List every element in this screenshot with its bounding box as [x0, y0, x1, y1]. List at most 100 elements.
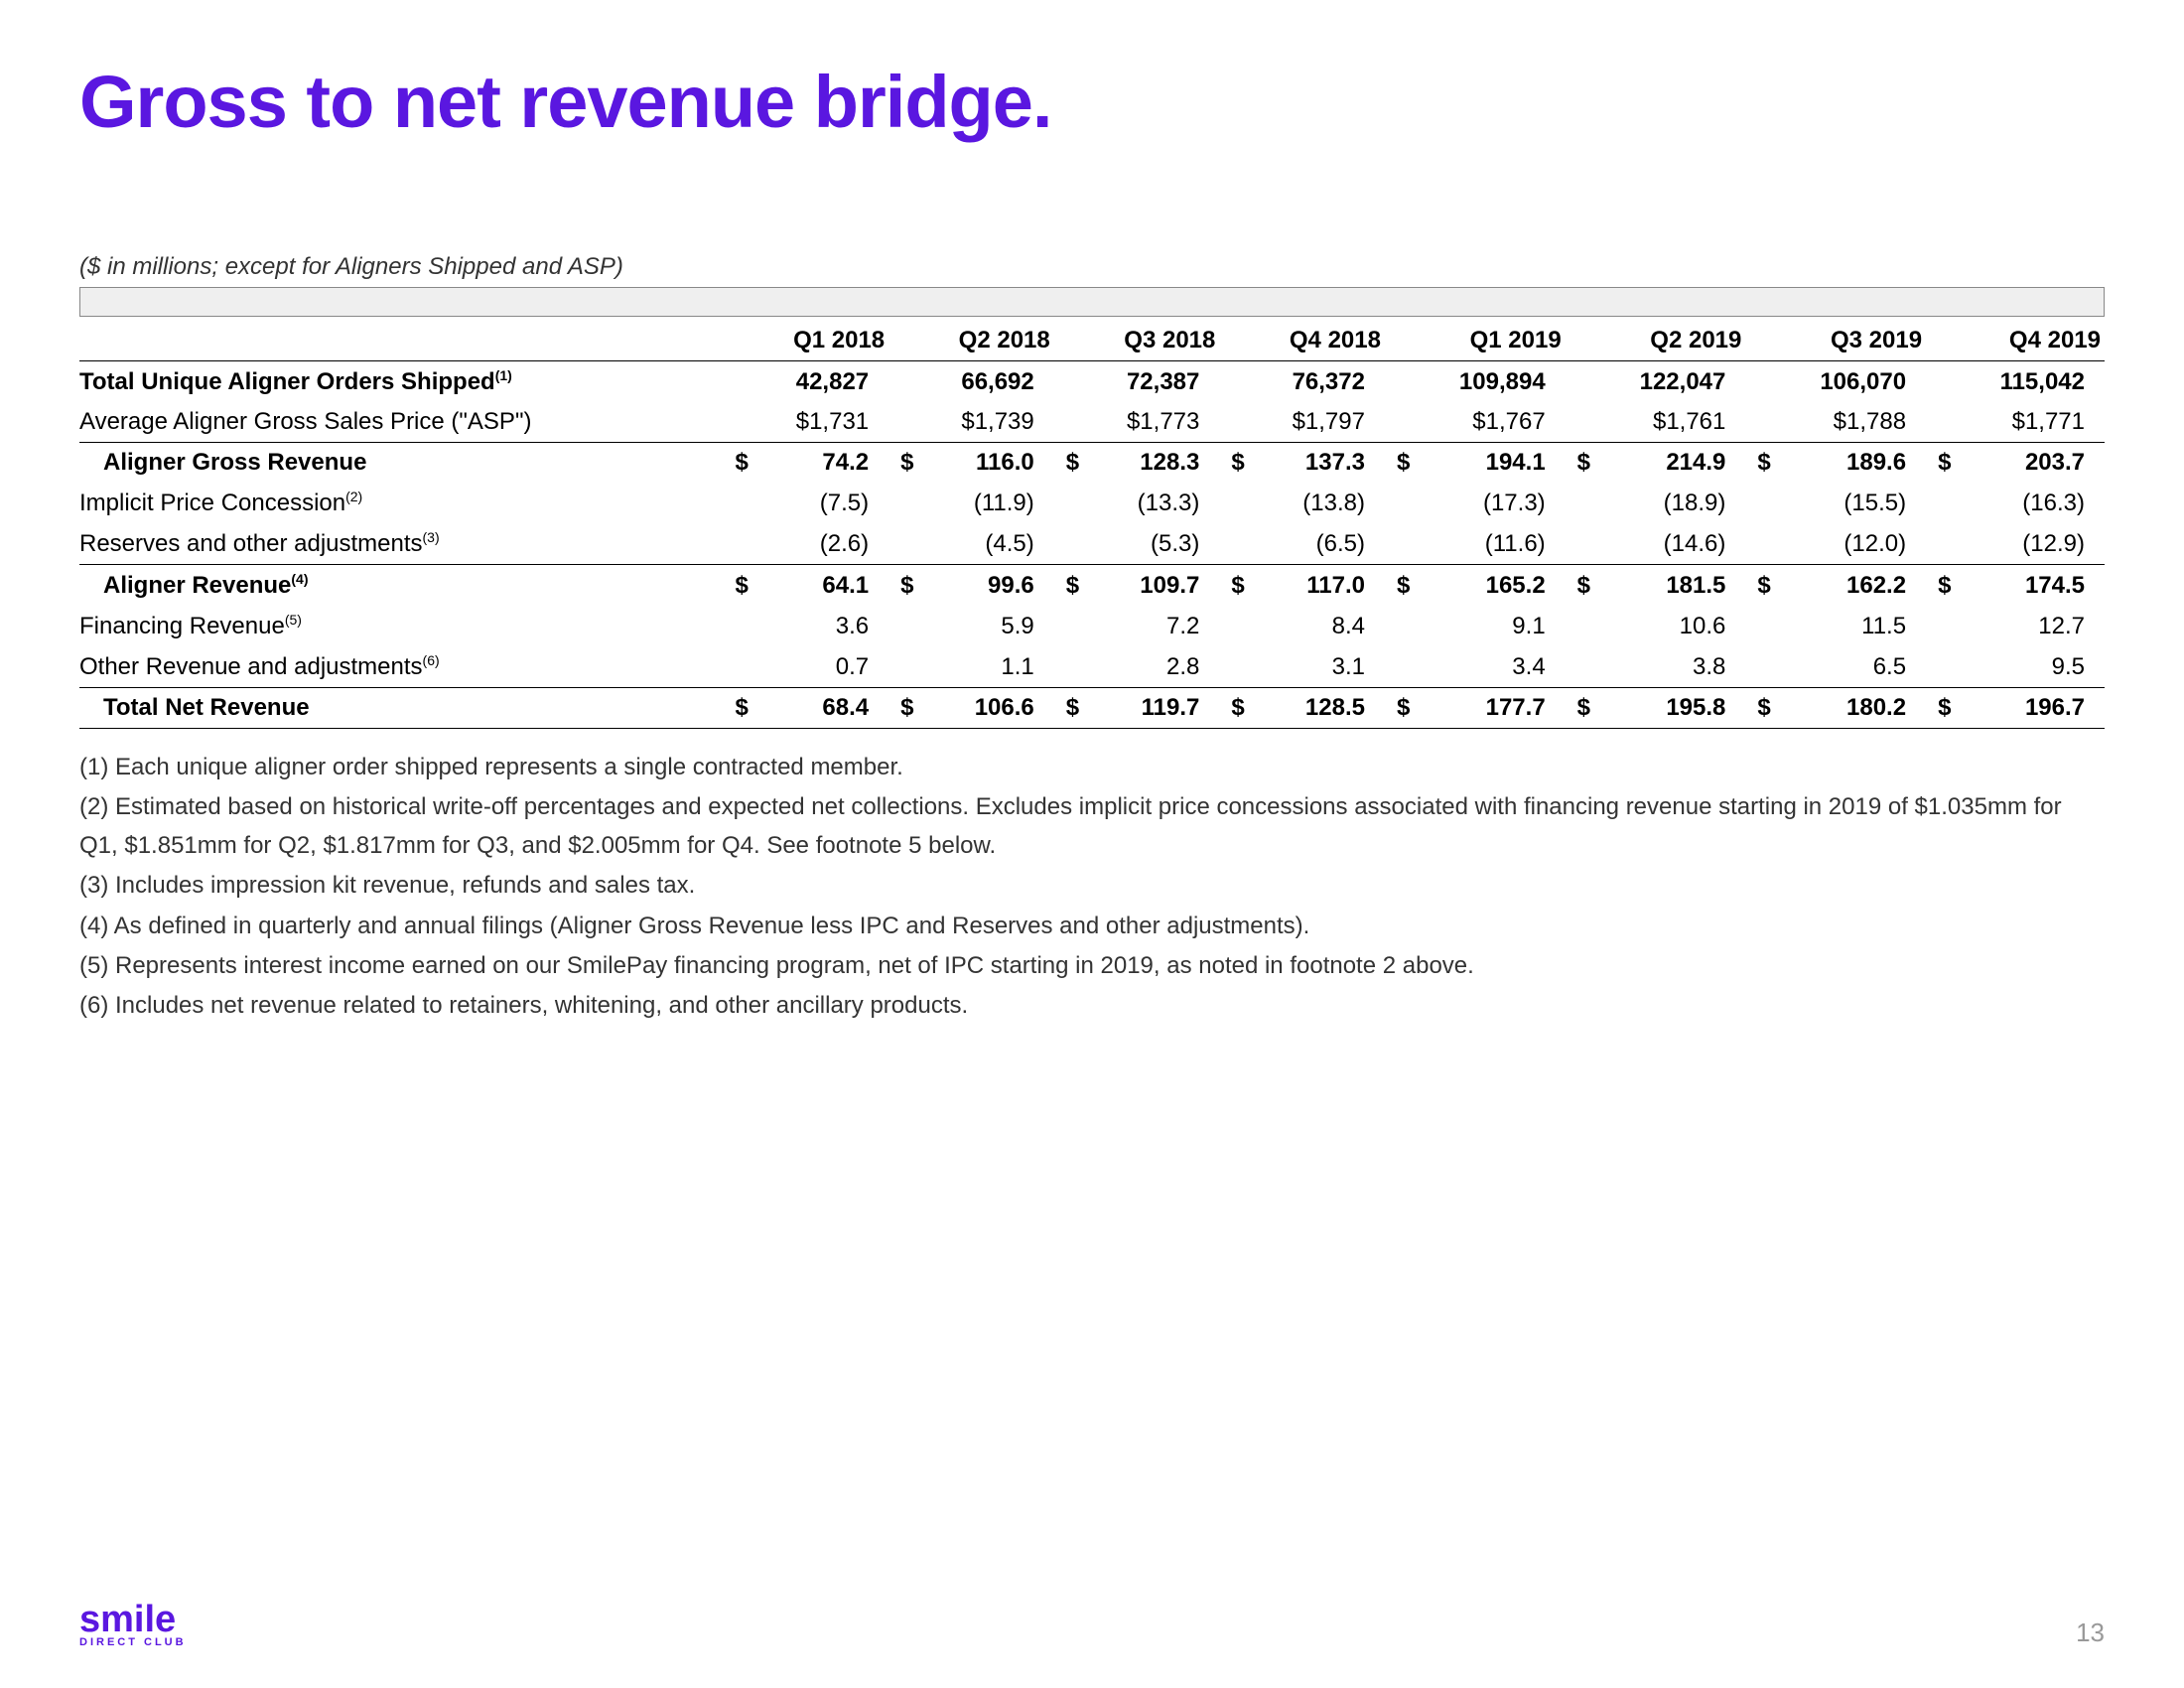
dollar-sign: $ — [1054, 565, 1079, 607]
dollar-sign — [1054, 523, 1079, 565]
dollar-sign — [888, 483, 913, 523]
cell-value: 109,894 — [1410, 361, 1565, 403]
dollar-sign — [1745, 361, 1770, 403]
cell-value: 11.5 — [1771, 606, 1926, 646]
cell-value: 68.4 — [749, 688, 888, 729]
cell-value: 3.6 — [749, 606, 888, 646]
dollar-sign — [724, 523, 749, 565]
col-q3-2019: Q3 2019 — [1771, 321, 1926, 361]
table-row: Average Aligner Gross Sales Price ("ASP"… — [79, 402, 2105, 443]
cell-value: 174.5 — [1951, 565, 2105, 607]
cell-value: (6.5) — [1245, 523, 1385, 565]
cell-value: 5.9 — [914, 606, 1054, 646]
cell-value: 119.7 — [1079, 688, 1219, 729]
table-row: Aligner Revenue(4)$64.1$99.6$109.7$117.0… — [79, 565, 2105, 607]
cell-value: 66,692 — [914, 361, 1054, 403]
cell-value: 8.4 — [1245, 606, 1385, 646]
cell-value: 196.7 — [1951, 688, 2105, 729]
footnotes: (1) Each unique aligner order shipped re… — [79, 749, 2105, 1026]
dollar-sign — [1219, 646, 1244, 688]
cell-value: 0.7 — [749, 646, 888, 688]
dollar-sign — [724, 646, 749, 688]
row-label: Other Revenue and adjustments(6) — [79, 646, 724, 688]
cell-value: 195.8 — [1590, 688, 1745, 729]
dollar-sign: $ — [1566, 565, 1590, 607]
dollar-sign — [1054, 402, 1079, 443]
cell-value: 12.7 — [1951, 606, 2105, 646]
page-number: 13 — [2076, 1618, 2105, 1648]
cell-value: 9.1 — [1410, 606, 1565, 646]
cell-value: 76,372 — [1245, 361, 1385, 403]
cell-value: (2.6) — [749, 523, 888, 565]
dollar-sign — [888, 606, 913, 646]
dollar-sign: $ — [724, 688, 749, 729]
cell-value: 117.0 — [1245, 565, 1385, 607]
footnote-line: (6) Includes net revenue related to reta… — [79, 987, 2105, 1025]
dollar-sign — [1219, 606, 1244, 646]
dollar-sign — [888, 361, 913, 403]
dollar-sign — [1054, 606, 1079, 646]
cell-value: 3.4 — [1410, 646, 1565, 688]
footnote-line: (4) As defined in quarterly and annual f… — [79, 908, 2105, 945]
cell-value: (12.9) — [1951, 523, 2105, 565]
dollar-sign — [1385, 402, 1410, 443]
col-label — [79, 321, 724, 361]
footnote-line: (2) Estimated based on historical write-… — [79, 788, 2105, 865]
row-label: Total Net Revenue — [79, 688, 724, 729]
cell-value: 116.0 — [914, 443, 1054, 484]
cell-value: 42,827 — [749, 361, 888, 403]
cell-value: (11.6) — [1410, 523, 1565, 565]
dollar-sign — [1745, 483, 1770, 523]
dollar-sign: $ — [1054, 688, 1079, 729]
dollar-sign: $ — [1926, 565, 1951, 607]
dollar-sign: $ — [1566, 443, 1590, 484]
cell-value: (12.0) — [1771, 523, 1926, 565]
row-label: Implicit Price Concession(2) — [79, 483, 724, 523]
dollar-sign: $ — [1566, 688, 1590, 729]
footnote-line: (1) Each unique aligner order shipped re… — [79, 749, 2105, 786]
dollar-sign: $ — [1219, 443, 1244, 484]
dollar-sign — [1054, 361, 1079, 403]
cell-value: 1.1 — [914, 646, 1054, 688]
dollar-sign: $ — [888, 688, 913, 729]
dollar-sign — [1385, 646, 1410, 688]
cell-value: 3.1 — [1245, 646, 1385, 688]
header-spacer — [79, 287, 2105, 317]
cell-value: 128.5 — [1245, 688, 1385, 729]
cell-value: 74.2 — [749, 443, 888, 484]
dollar-sign — [1219, 402, 1244, 443]
cell-value: (15.5) — [1771, 483, 1926, 523]
dollar-sign — [1926, 523, 1951, 565]
dollar-sign — [1566, 646, 1590, 688]
cell-value: 106,070 — [1771, 361, 1926, 403]
dollar-sign — [1745, 646, 1770, 688]
cell-value: (13.8) — [1245, 483, 1385, 523]
dollar-sign — [1385, 523, 1410, 565]
cell-value: 115,042 — [1951, 361, 2105, 403]
col-q2-2019: Q2 2019 — [1590, 321, 1745, 361]
cell-value: 162.2 — [1771, 565, 1926, 607]
cell-value: (16.3) — [1951, 483, 2105, 523]
dollar-sign — [1926, 646, 1951, 688]
dollar-sign — [1219, 483, 1244, 523]
table-row: Other Revenue and adjustments(6)0.71.12.… — [79, 646, 2105, 688]
cell-value: (5.3) — [1079, 523, 1219, 565]
cell-value: 6.5 — [1771, 646, 1926, 688]
dollar-sign — [724, 606, 749, 646]
page-title: Gross to net revenue bridge. — [79, 60, 2105, 144]
dollar-sign: $ — [1926, 688, 1951, 729]
row-label: Aligner Gross Revenue — [79, 443, 724, 484]
col-q1-2019: Q1 2019 — [1410, 321, 1565, 361]
dollar-sign — [888, 402, 913, 443]
dollar-sign — [1566, 483, 1590, 523]
cell-value: 99.6 — [914, 565, 1054, 607]
dollar-sign: $ — [1745, 565, 1770, 607]
dollar-sign: $ — [1926, 443, 1951, 484]
cell-value: (18.9) — [1590, 483, 1745, 523]
revenue-bridge-table: Q1 2018 Q2 2018 Q3 2018 Q4 2018 Q1 2019 … — [79, 321, 2105, 729]
table-row: Financing Revenue(5)3.65.97.28.49.110.61… — [79, 606, 2105, 646]
table-row: Total Net Revenue$68.4$106.6$119.7$128.5… — [79, 688, 2105, 729]
row-label: Reserves and other adjustments(3) — [79, 523, 724, 565]
dollar-sign — [1054, 646, 1079, 688]
dollar-sign — [1385, 361, 1410, 403]
